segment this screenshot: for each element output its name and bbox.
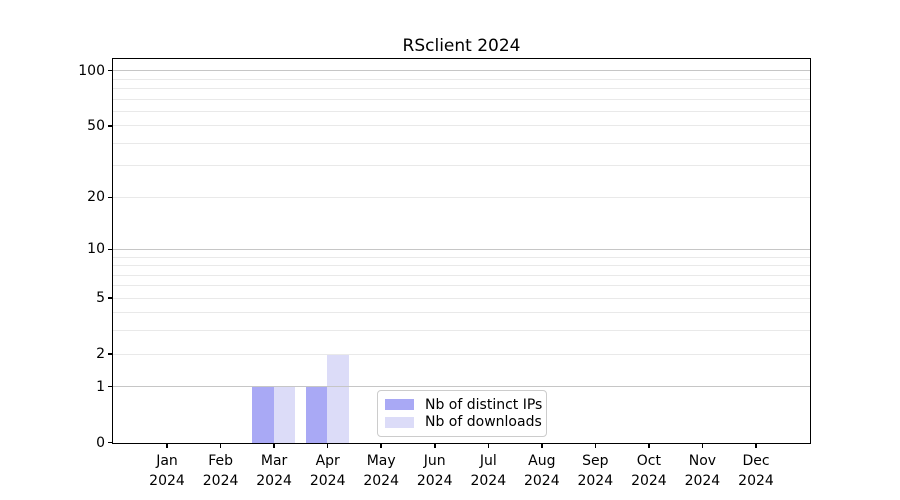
bar-downloads <box>327 354 349 443</box>
legend: Nb of distinct IPs Nb of downloads <box>377 390 547 437</box>
x-axis-tick-label: May 2024 <box>363 452 399 489</box>
legend-label: Nb of distinct IPs <box>425 396 543 413</box>
x-axis-tick-label: Jul 2024 <box>470 452 507 489</box>
y-tick-mark <box>108 69 112 72</box>
gridline-minor <box>113 274 810 276</box>
plot-area <box>112 58 811 444</box>
x-tick-mark <box>701 443 704 448</box>
x-axis-tick-label: Mar 2024 <box>256 452 292 489</box>
gridline-minor <box>113 265 810 266</box>
x-tick-mark <box>166 443 168 448</box>
y-axis-tick-label: 5 <box>96 290 105 307</box>
bar-downloads <box>273 387 295 443</box>
gridline-minor <box>113 87 810 89</box>
y-axis-tick-label: 2 <box>96 346 105 362</box>
gridline-minor <box>113 285 810 287</box>
gridline-minor <box>113 142 810 144</box>
y-tick-mark <box>108 196 112 198</box>
x-axis-tick-label: Sep 2024 <box>577 452 614 489</box>
gridline-minor <box>113 98 810 100</box>
bar-distinct-ips <box>252 387 274 443</box>
legend-swatch <box>385 416 414 428</box>
legend-item: Nb of downloads <box>385 414 542 431</box>
x-axis-tick-label: Aug 2024 <box>523 452 560 489</box>
x-axis-tick-label: Feb 2024 <box>202 452 239 489</box>
y-axis-tick-label: 50 <box>87 117 105 134</box>
y-axis-tick-label: 20 <box>87 189 105 206</box>
legend-label: Nb of downloads <box>425 414 542 431</box>
gridline-minor <box>113 297 810 299</box>
gridline-major <box>113 248 810 250</box>
y-axis-tick-label: 0 <box>96 434 105 451</box>
gridline-major <box>113 70 810 72</box>
x-axis-tick-label: Nov 2024 <box>684 452 721 489</box>
x-tick-mark <box>273 443 275 448</box>
x-axis-tick-label: Jun 2024 <box>416 452 453 489</box>
gridline-minor <box>113 312 810 314</box>
y-tick-mark <box>108 297 112 299</box>
gridline-minor <box>113 125 810 127</box>
x-tick-mark <box>648 443 650 448</box>
x-tick-mark <box>755 443 757 448</box>
x-axis-tick-label: Jan 2024 <box>149 452 185 489</box>
y-axis-tick-label: 10 <box>87 241 105 258</box>
y-tick-mark <box>108 353 112 355</box>
x-tick-mark <box>541 443 543 448</box>
gridline-minor <box>113 78 810 80</box>
legend-item: Nb of distinct IPs <box>385 396 543 413</box>
x-axis-tick-label: Dec 2024 <box>738 452 774 489</box>
gridline-major <box>113 386 810 388</box>
gridline-minor <box>113 330 810 332</box>
x-tick-mark <box>219 443 222 448</box>
y-tick-mark <box>108 441 112 444</box>
bar-distinct-ips <box>305 387 328 443</box>
y-tick-mark <box>108 248 112 250</box>
gridline-minor <box>113 196 810 198</box>
x-tick-mark <box>487 443 489 448</box>
y-tick-mark <box>108 125 112 127</box>
y-tick-mark <box>108 385 112 388</box>
gridline-minor <box>113 165 810 167</box>
x-axis-tick-label: Oct 2024 <box>631 452 667 489</box>
y-axis-tick-label: 100 <box>78 62 105 79</box>
gridline-minor <box>113 256 810 258</box>
gridline-minor <box>113 353 810 355</box>
legend-swatch <box>385 399 414 411</box>
gridline-minor <box>113 110 810 112</box>
x-axis-tick-label: Apr 2024 <box>309 452 346 489</box>
x-tick-mark <box>326 443 329 448</box>
x-tick-mark <box>380 443 382 448</box>
x-tick-mark <box>594 443 597 448</box>
chart-title: RSclient 2024 <box>402 36 521 56</box>
x-tick-mark <box>434 443 436 448</box>
y-axis-tick-label: 1 <box>96 378 105 395</box>
